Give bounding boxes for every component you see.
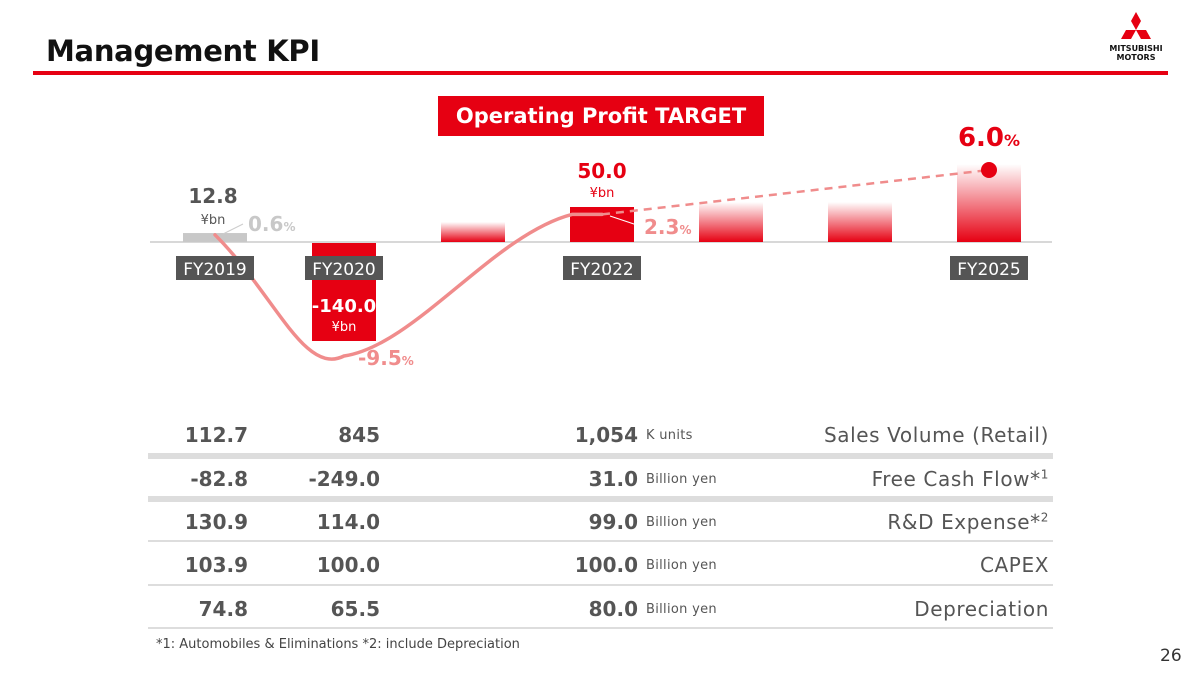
value-label-FY2022: 50.0 (577, 159, 626, 183)
margin-label-FY2020-suffix: % (402, 354, 414, 368)
category-label-bg-FY2022 (563, 256, 641, 280)
kpi-fy2019-value: 74.8 (198, 597, 248, 621)
margin-label-FY2025: 6.0% (958, 123, 1020, 153)
kpi-row-separator (148, 453, 1053, 459)
kpi-unit: Billion yen (646, 472, 717, 487)
kpi-row: 74.8 65.5 80.0 Billion yen Depreciation (148, 597, 1053, 637)
kpi-row-separator (148, 584, 1053, 586)
chart-title: Operating Profit TARGET (438, 96, 764, 136)
operating-profit-chart: FY2019 FY2020 FY2022 FY2025 12.8 ¥bn -140.0 ¥bn… (150, 123, 1052, 370)
kpi-unit: K units (646, 428, 693, 443)
kpi-unit: Billion yen (646, 558, 717, 573)
kpi-fy2022-value: 99.0 (588, 510, 638, 534)
kpi-label: Depreciation (914, 597, 1049, 621)
logo-wordmark: MITSUBISHI MOTORS (1098, 44, 1174, 62)
kpi-unit: Billion yen (646, 515, 717, 530)
mitsubishi-logo-icon (1121, 12, 1151, 39)
margin-label-FY2022: 2.3% (644, 215, 691, 239)
kpi-fy2019-value: 130.9 (184, 510, 248, 534)
category-label-bg-FY2019 (176, 256, 254, 280)
kpi-fy2020-value: -249.0 (308, 467, 380, 491)
category-label-FY2022: FY2022 (570, 260, 633, 280)
kpi-fy2020-value: 100.0 (316, 553, 380, 577)
margin-label-FY2019-suffix: % (283, 220, 295, 234)
margin-leader-FY2022 (609, 215, 641, 227)
margin-line-target (601, 168, 990, 216)
category-label-bg-FY2025 (950, 256, 1028, 280)
logo-text-line2: MOTORS (1116, 53, 1156, 62)
kpi-row-separator (148, 627, 1053, 629)
value-label-FY2020: -140.0 (312, 296, 376, 317)
kpi-fy2020-value: 845 (338, 423, 380, 447)
kpi-label: R&D Expense* (887, 510, 1041, 534)
page-title: Management KPI (46, 34, 320, 68)
margin-label-FY2022-suffix: % (679, 223, 691, 237)
category-label-bg-FY2020 (305, 256, 383, 280)
kpi-footnote-marker: 1 (1040, 467, 1049, 482)
kpi-label: Sales Volume (Retail) (823, 423, 1049, 447)
footnote: *1: Automobiles & Eliminations *2: inclu… (156, 637, 520, 652)
value-label-FY2019: 12.8 (188, 184, 237, 208)
kpi-fy2019-value: -82.8 (190, 467, 248, 491)
kpi-row: 103.9 100.0 100.0 Billion yen CAPEX (148, 553, 1053, 593)
kpi-unit: Billion yen (646, 602, 717, 617)
kpi-row: 112.7 845 1,054 K units Sales Volume (Retail… (148, 423, 1053, 463)
kpi-footnote-marker: 2 (1040, 510, 1049, 525)
unit-label-FY2019: ¥bn (201, 213, 226, 228)
kpi-row-separator (148, 496, 1053, 502)
kpi-fy2020-value: 65.5 (330, 597, 380, 621)
kpi-label: CAPEX (979, 553, 1049, 577)
margin-label-FY2019: 0.6% (248, 212, 295, 236)
kpi-label-wrap: Free Cash Flow*1 (872, 467, 1049, 491)
category-label-FY2020: FY2020 (312, 260, 375, 280)
kpi-row-separator (148, 540, 1053, 542)
bar-FY2022 (570, 207, 634, 242)
margin-line-actual (213, 212, 604, 361)
kpi-fy2022-value: 31.0 (588, 467, 638, 491)
kpi-row: -82.8 -249.0 31.0 Billion yen Free Cash Flow… (148, 467, 1053, 507)
kpi-fy2022-value: 100.0 (574, 553, 638, 577)
unit-label-FY2022: ¥bn (590, 186, 615, 201)
category-label-FY2019: FY2019 (183, 260, 246, 280)
bar-target-FY2024 (828, 202, 892, 242)
margin-label-FY2025-suffix: % (1004, 131, 1020, 150)
bar-target-FY2023 (699, 202, 763, 242)
margin-label-FY2020: -9.5% (358, 346, 414, 370)
margin-leader-FY2019 (222, 223, 244, 235)
kpi-fy2020-value: 114.0 (316, 510, 380, 534)
kpi-label-wrap: R&D Expense*2 (887, 510, 1049, 534)
bar-target-FY2021 (441, 222, 505, 242)
page-number: 26 (1160, 646, 1182, 666)
kpi-fy2022-value: 80.0 (588, 597, 638, 621)
logo-text-line1: MITSUBISHI (1109, 44, 1163, 53)
category-label-FY2025: FY2025 (957, 260, 1020, 280)
kpi-fy2022-value: 1,054 (574, 423, 638, 447)
kpi-fy2019-value: 103.9 (184, 553, 248, 577)
bar-FY2019 (183, 233, 247, 242)
margin-point-FY2025 (981, 162, 997, 178)
kpi-label: Free Cash Flow* (871, 467, 1041, 491)
kpi-row: 130.9 114.0 99.0 Billion yen R&D Expense*2 (148, 510, 1053, 550)
kpi-fy2019-value: 112.7 (184, 423, 248, 447)
unit-label-FY2020: ¥bn (332, 320, 357, 335)
title-underline (33, 71, 1168, 75)
